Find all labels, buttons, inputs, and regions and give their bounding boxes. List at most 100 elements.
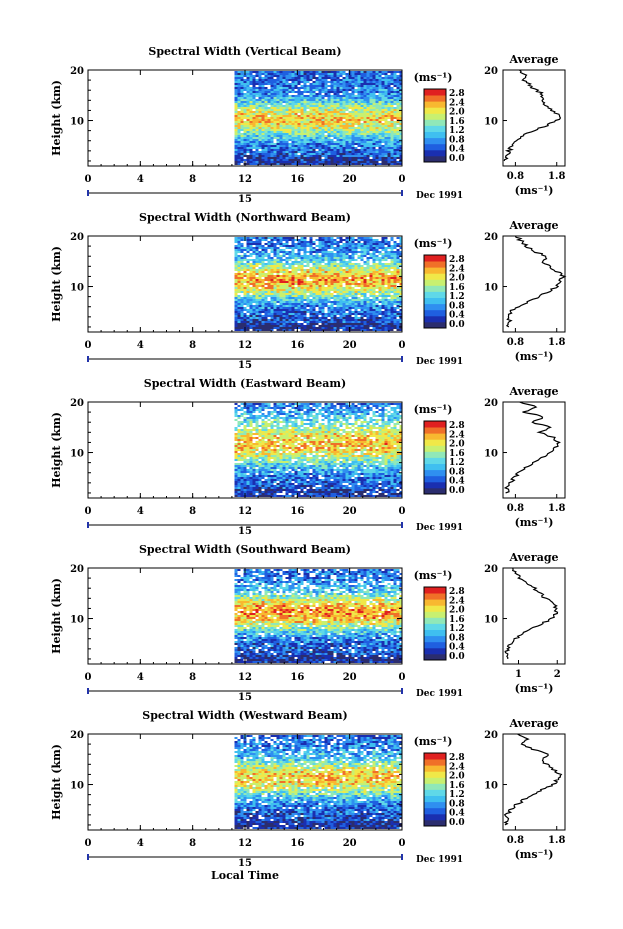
heatmap-cell: [276, 125, 280, 127]
heatmap-cell: [387, 135, 391, 137]
heatmap-cell: [369, 159, 373, 161]
heatmap-cell: [243, 83, 247, 85]
heatmap-cell: [282, 115, 286, 117]
heatmap-cell: [312, 327, 316, 329]
heatmap-cell: [366, 125, 370, 127]
heatmap-cell: [309, 133, 313, 135]
heatmap-cell: [255, 119, 259, 121]
heatmap-cell: [363, 97, 367, 99]
heatmap-cell: [291, 127, 295, 129]
heatmap-cell: [309, 131, 313, 133]
heatmap-cell: [285, 81, 289, 83]
heatmap-cell: [264, 265, 268, 267]
heatmap-cell: [285, 135, 289, 137]
heatmap-cell: [384, 323, 388, 325]
heatmap-cell: [288, 151, 292, 153]
heatmap-cell: [303, 115, 307, 117]
heatmap-cell: [270, 129, 274, 131]
heatmap-cell: [270, 161, 274, 163]
heatmap-cell: [321, 267, 325, 269]
heatmap-cell: [303, 325, 307, 327]
heatmap-cell: [285, 115, 289, 117]
heatmap-cell: [396, 249, 400, 251]
heatmap-cell: [360, 265, 364, 267]
heatmap-cell: [285, 271, 289, 273]
heatmap-cell: [279, 297, 283, 299]
heatmap-cell: [285, 323, 289, 325]
heatmap-cell: [324, 151, 328, 153]
heatmap-cell: [384, 95, 388, 97]
heatmap-cell: [387, 129, 391, 131]
heatmap-cell: [336, 323, 340, 325]
heatmap-cell: [288, 293, 292, 295]
heatmap-cell: [243, 303, 247, 305]
heatmap-cell: [324, 121, 328, 123]
heatmap-cell: [273, 277, 277, 279]
heatmap-cell: [264, 321, 268, 323]
heatmap-cell: [297, 273, 301, 275]
heatmap-cell: [363, 75, 367, 77]
heatmap-cell: [246, 269, 250, 271]
heatmap-cell: [324, 163, 328, 165]
heatmap-cell: [342, 121, 346, 123]
heatmap-cell: [315, 71, 319, 73]
heatmap-cell: [321, 303, 325, 305]
heatmap-cells: [234, 71, 403, 165]
heatmap-cell: [243, 317, 247, 319]
heatmap-cell: [372, 89, 376, 91]
heatmap-cell: [399, 137, 403, 139]
heatmap-cell: [396, 157, 400, 159]
heatmap-cell: [240, 103, 244, 105]
heatmap-cell: [366, 237, 370, 239]
heatmap-cell: [270, 71, 274, 73]
heatmap-cell: [384, 105, 388, 107]
heatmap-cell: [396, 103, 400, 105]
heatmap-cell: [399, 279, 403, 281]
heatmap-cell: [384, 97, 388, 99]
heatmap-cell: [363, 289, 367, 291]
heatmap-cell: [321, 287, 325, 289]
heatmap-cell: [264, 273, 268, 275]
heatmap-cell: [357, 93, 361, 95]
heatmap-cell: [381, 109, 385, 111]
heatmap-cell: [297, 279, 301, 281]
heatmap-cell: [264, 249, 268, 251]
heatmap-cell: [258, 325, 262, 327]
heatmap-cell: [360, 237, 364, 239]
heatmap-cell: [345, 137, 349, 139]
heatmap-cell: [360, 325, 364, 327]
heatmap-cell: [378, 89, 382, 91]
heatmap-cell: [309, 291, 313, 293]
heatmap-cell: [360, 143, 364, 145]
heatmap-cell: [366, 263, 370, 265]
heatmap-cell: [375, 135, 379, 137]
heatmap-cell: [363, 279, 367, 281]
heatmap-cell: [396, 143, 400, 145]
heatmap-cell: [234, 139, 238, 141]
heatmap-cell: [390, 257, 394, 259]
heatmap-cell: [321, 253, 325, 255]
heatmap-cell: [255, 99, 259, 101]
heatmap-cell: [315, 125, 319, 127]
heatmap-cell: [396, 267, 400, 269]
heatmap-cell: [351, 273, 355, 275]
heatmap-cell: [309, 123, 313, 125]
heatmap-cell: [312, 111, 316, 113]
heatmap-cell: [354, 295, 358, 297]
heatmap-cell: [366, 119, 370, 121]
heatmap-cell: [333, 267, 337, 269]
heatmap-cell: [255, 279, 259, 281]
heatmap-cell: [339, 281, 343, 283]
heatmap-cell: [333, 99, 337, 101]
heatmap-cell: [393, 279, 397, 281]
heatmap-cell: [342, 99, 346, 101]
heatmap-cell: [237, 327, 241, 329]
heatmap-cell: [264, 237, 268, 239]
heatmap-cell: [336, 121, 340, 123]
heatmap-cell: [315, 137, 319, 139]
heatmap-cell: [387, 115, 391, 117]
heatmap-cell: [288, 89, 292, 91]
heatmap-cell: [279, 161, 283, 163]
heatmap-cell: [285, 279, 289, 281]
heatmap-cell: [294, 277, 298, 279]
